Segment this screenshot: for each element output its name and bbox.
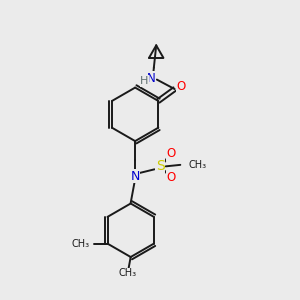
Text: O: O <box>166 171 176 184</box>
Text: H: H <box>140 76 148 86</box>
Text: N: N <box>130 170 140 183</box>
Text: CH₃: CH₃ <box>118 268 136 278</box>
Text: O: O <box>166 147 176 161</box>
Text: CH₃: CH₃ <box>72 238 90 249</box>
Text: S: S <box>156 159 165 173</box>
Text: O: O <box>177 80 186 93</box>
Text: N: N <box>147 72 156 85</box>
Text: CH₃: CH₃ <box>188 160 206 170</box>
